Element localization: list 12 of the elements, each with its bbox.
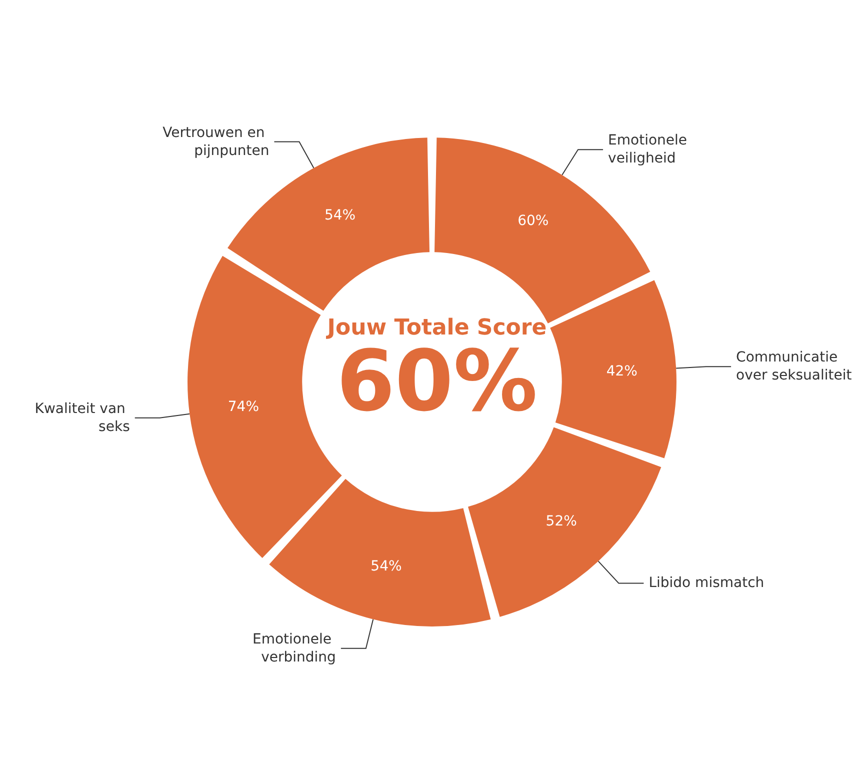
slice-label: Emotionele veiligheid	[608, 132, 692, 167]
slice-label: Vertrouwen en pijnpunten	[162, 124, 270, 159]
slice-label: Kwaliteit van seks	[34, 400, 130, 435]
data-label: 54%	[324, 208, 356, 224]
data-label: 54%	[370, 558, 402, 575]
slice-label: Communicatie over seksualiteit	[736, 350, 852, 384]
data-label: 60%	[518, 212, 549, 229]
slice-label: Libido mismatch	[648, 575, 764, 592]
data-label: 42%	[606, 363, 638, 380]
slice-label: Emotionele verbinding	[252, 631, 336, 666]
data-label: 74%	[228, 398, 260, 415]
data-label: 52%	[546, 513, 577, 530]
